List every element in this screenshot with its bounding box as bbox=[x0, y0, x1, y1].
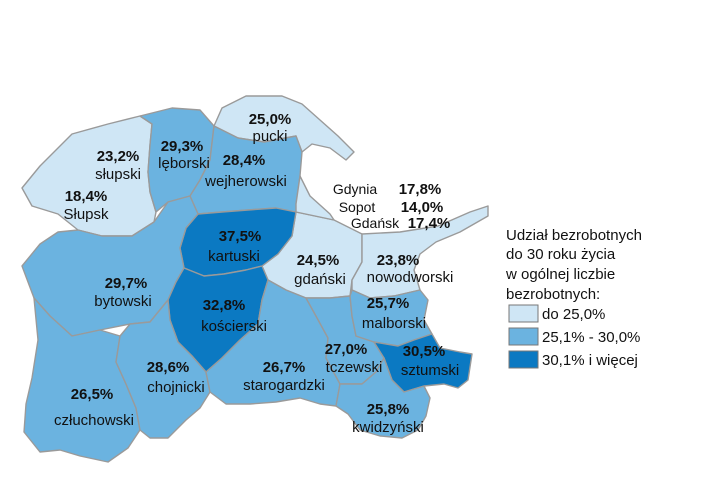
region-nowodworski bbox=[351, 205, 489, 299]
label-value-slupsk: 18,4% bbox=[65, 188, 108, 205]
legend: Udział bezrobotnych do 30 roku życia w o… bbox=[505, 227, 642, 369]
legend-title-line-4: bezrobotnych: bbox=[506, 286, 600, 303]
label-value-malborski: 25,7% bbox=[367, 295, 410, 312]
label-value-leborski: 29,3% bbox=[161, 138, 204, 155]
legend-label-high: 30,1% i więcej bbox=[542, 352, 638, 369]
city-name-gdansk: Gdańsk bbox=[351, 215, 400, 231]
label-name-kwidzynski: kwidzyński bbox=[352, 419, 424, 436]
city-name-gdynia: Gdynia bbox=[333, 181, 378, 197]
label-name-sztumski: sztumski bbox=[401, 362, 459, 379]
label-name-malborski: malborski bbox=[362, 315, 426, 332]
city-name-sopot: Sopot bbox=[339, 199, 376, 215]
label-name-chojnicki: chojnicki bbox=[147, 379, 205, 396]
region-tricity bbox=[295, 175, 335, 221]
label-value-sztumski: 30,5% bbox=[403, 343, 446, 360]
label-value-starogardzki: 26,7% bbox=[263, 359, 306, 376]
label-name-leborski: lęborski bbox=[158, 155, 210, 172]
label-value-gdanski: 24,5% bbox=[297, 252, 340, 269]
legend-label-low: do 25,0% bbox=[542, 306, 605, 323]
label-name-koscierski: kościerski bbox=[201, 318, 267, 335]
legend-label-mid: 25,1% - 30,0% bbox=[542, 329, 640, 346]
label-name-wejherowski: wejherowski bbox=[204, 173, 287, 190]
regions-layer bbox=[21, 95, 489, 463]
legend-swatch-low bbox=[508, 304, 539, 323]
legend-title-line-2: do 30 roku życia bbox=[506, 246, 616, 263]
city-value-gdynia: 17,8% bbox=[399, 181, 442, 198]
label-value-czluchowski: 26,5% bbox=[71, 386, 114, 403]
city-value-gdansk: 17,4% bbox=[408, 215, 451, 232]
legend-swatch-high bbox=[508, 350, 539, 369]
label-name-gdanski: gdański bbox=[294, 271, 346, 288]
label-value-bytowski: 29,7% bbox=[105, 275, 148, 292]
label-name-nowodworski: nowodworski bbox=[367, 269, 454, 286]
label-name-slupski: słupski bbox=[95, 166, 141, 183]
label-name-slupsk: Słupsk bbox=[63, 206, 109, 223]
city-labels: Gdynia 17,8% Sopot 14,0% Gdańsk 17,4% bbox=[333, 181, 450, 232]
label-value-pucki: 25,0% bbox=[249, 111, 292, 128]
label-value-chojnicki: 28,6% bbox=[147, 359, 190, 376]
label-value-nowodworski: 23,8% bbox=[377, 252, 420, 269]
legend-title-line-3: w ogólnej liczbie bbox=[505, 266, 615, 283]
label-value-koscierski: 32,8% bbox=[203, 297, 246, 314]
label-value-kartuski: 37,5% bbox=[219, 228, 262, 245]
label-value-kwidzynski: 25,8% bbox=[367, 401, 410, 418]
city-value-sopot: 14,0% bbox=[401, 199, 444, 216]
label-name-kartuski: kartuski bbox=[208, 248, 260, 265]
region-kwidzynski bbox=[335, 357, 431, 439]
label-name-pucki: pucki bbox=[252, 128, 287, 145]
label-name-czluchowski: człuchowski bbox=[54, 412, 134, 429]
label-name-bytowski: bytowski bbox=[94, 293, 152, 310]
label-name-tczewski: tczewski bbox=[326, 359, 383, 376]
legend-title-line-1: Udział bezrobotnych bbox=[506, 227, 642, 244]
label-value-slupski: 23,2% bbox=[97, 148, 140, 165]
legend-swatch-mid bbox=[508, 327, 539, 346]
region-labels: 25,0% pucki 23,2% słupski 18,4% Słupsk 2… bbox=[54, 111, 459, 436]
region-chojnicki bbox=[115, 299, 211, 439]
label-value-tczewski: 27,0% bbox=[325, 341, 368, 358]
region-czluchowski bbox=[23, 297, 141, 463]
label-name-starogardzki: starogardzki bbox=[243, 377, 325, 394]
label-value-wejherowski: 28,4% bbox=[223, 152, 266, 169]
